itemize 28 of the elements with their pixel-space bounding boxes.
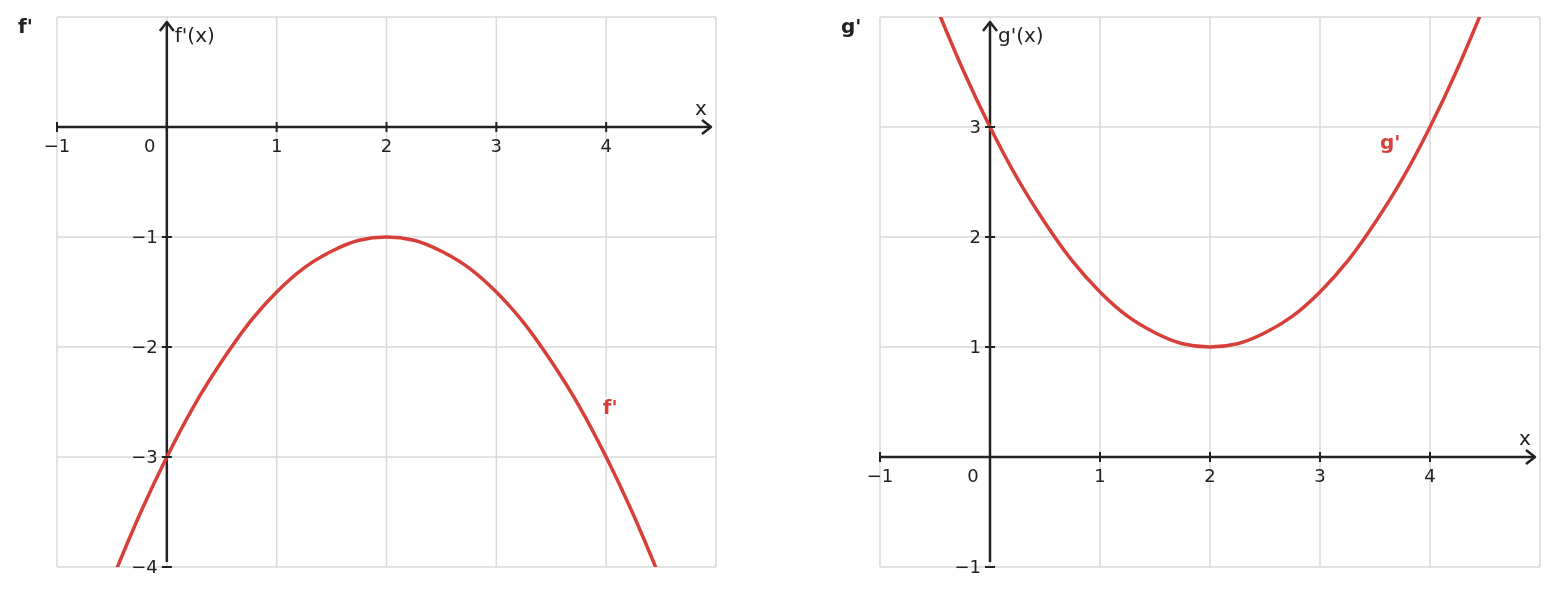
y-tick-label: −4	[131, 556, 158, 578]
x-tick-label: −1	[43, 135, 71, 156]
y-tick-label: −1	[131, 226, 158, 248]
x-tick-label: 4	[600, 135, 612, 156]
x-tick-label: 3	[1314, 465, 1326, 486]
x-tick-label: 0	[967, 465, 979, 486]
y-axis-title: g'(x)	[998, 23, 1044, 47]
x-axis-title: x	[695, 96, 708, 120]
chart-title: f'	[18, 14, 33, 38]
x-tick-label: 1	[270, 135, 283, 156]
y-tick-label: 2	[969, 226, 981, 248]
y-axis-title: f'(x)	[174, 23, 215, 47]
chart-title: g'	[841, 14, 862, 38]
series-label: g'	[1380, 129, 1401, 154]
x-tick-label: 4	[1424, 465, 1436, 486]
x-axis-title: x	[1519, 426, 1532, 450]
y-tick-label: 3	[969, 116, 981, 138]
x-tick-label: 1	[1094, 465, 1106, 486]
y-tick-label: −2	[131, 336, 158, 358]
x-tick-label: 2	[1204, 465, 1216, 486]
x-tick-label: 0	[144, 135, 156, 156]
series-label: f'	[602, 395, 618, 420]
y-tick-label: −1	[954, 556, 981, 578]
y-tick-label: −3	[131, 446, 158, 468]
x-tick-label: −1	[866, 465, 894, 486]
x-tick-label: 3	[490, 135, 503, 156]
y-tick-label: 1	[969, 336, 981, 358]
x-tick-label: 2	[380, 135, 393, 156]
